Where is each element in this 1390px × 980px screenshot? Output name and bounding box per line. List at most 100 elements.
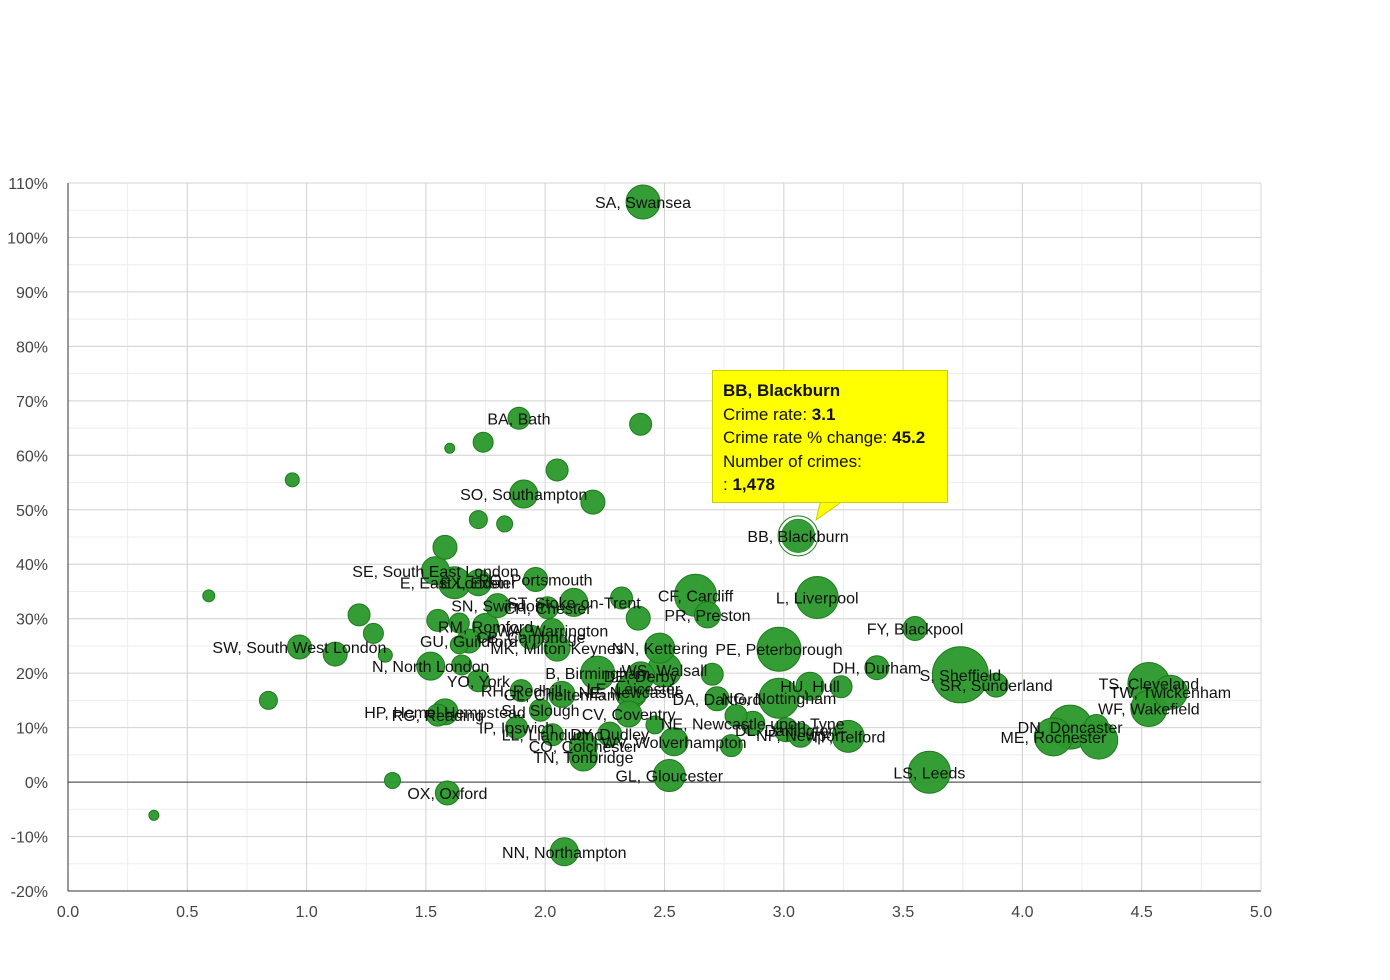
bubble [451,654,473,676]
bubble-label: E, East London [400,576,509,593]
bubble-label: DH, Durham [832,661,921,678]
bubble-label: TF, Telford [811,729,885,746]
bubble-label: WS, Walsall [622,663,708,680]
bubble [829,675,853,699]
bubble [322,641,348,667]
bubble [472,612,500,640]
bubble [434,780,460,806]
bubble [931,646,989,704]
tooltip-crimes-label: Number of crimes: [723,451,862,471]
bubble [444,442,456,454]
tooltip-rate-label: Crime rate: [723,404,812,424]
bubble [284,472,300,488]
bubble-label: TN, Tonbridge [533,750,633,767]
x-tick-label: 2.5 [653,904,675,921]
bubble-label: YO, York [447,674,511,691]
bubble-label: TS, Cleveland [1099,677,1200,694]
bubble-label: LL, Llandudno [502,728,604,745]
bubble [523,566,549,592]
tooltip-title: BB, Blackburn [723,381,841,400]
bubble [758,677,800,719]
bubble-label: DL, Darlington [735,723,837,740]
bubble [1152,674,1188,710]
x-tick-label: 1.5 [415,904,437,921]
bubble [258,690,278,710]
bubble-label: WA, Warrington [496,624,608,641]
bubble-label: DN, Doncaster [1018,720,1124,737]
bubble-label: LS, Leeds [893,765,965,782]
x-tick-label: 4.5 [1131,904,1153,921]
bubble-label: B, Birmingham [545,666,650,683]
bubble [468,510,488,530]
bubble-label: SE, South East London [352,564,518,581]
bubble [286,634,312,660]
bubble-label: SN, Swindon [451,599,544,616]
bubble-label: SL, Slough [501,703,579,720]
bubble-label: PO, Portsmouth [479,572,593,589]
highlight-outline [777,515,819,557]
bubble [629,412,653,436]
bubble [704,686,730,712]
bubble [795,575,839,619]
axes [67,183,1262,892]
bubble [362,622,384,644]
bubble [983,672,1009,698]
bubble [625,184,661,220]
bubble-label: NN, Kettering [612,641,708,658]
bubble-label: GL, Gloucester [615,769,723,786]
tooltip-change-value: 45.2 [892,428,926,447]
bubble [383,771,401,789]
bubble [449,635,469,655]
bubble [536,596,560,620]
bubble-label: RM, Romford [438,619,533,636]
bubble-label: ME, Rochester [1001,730,1107,747]
major-gridlines [67,182,1262,892]
y-tick-label: 80% [16,339,48,356]
bubble [377,647,393,663]
bubble [644,632,676,664]
y-tick-label: 10% [16,721,48,738]
bubble [464,569,492,597]
bubble [864,655,890,681]
y-tick-label: 40% [16,557,48,574]
bubble [347,603,371,627]
x-tick-label: 0.5 [176,904,198,921]
bubble-label: NN, Northampton [502,845,627,862]
bubble-label: CH, Chester [504,601,593,618]
bubble [549,837,579,867]
tooltip-change-label: Crime rate % change: [723,428,893,447]
bubble [580,489,606,515]
x-tick-label: 4.0 [1011,904,1033,921]
highlight-ring [779,516,818,555]
bubble [484,593,510,619]
x-tick-label: 0.0 [57,904,79,921]
bubble [472,431,494,453]
bubble-label: DY, Dudley [570,727,649,744]
tooltip-rate-value: 3.1 [811,404,836,424]
tooltip-pointer [815,502,842,522]
bubble [448,612,470,634]
bubble [505,716,529,740]
bubble [626,661,656,691]
y-tick-label: 90% [16,285,48,302]
bubble-label: CB, Cambridge [476,630,585,647]
bubble [831,719,865,753]
bubble [610,586,634,610]
bubble-label: HP, Hemel Hempstead [364,705,526,722]
bubble [509,479,539,509]
bubble [645,715,665,735]
bubble-label: HU, Hull [780,679,840,696]
bubble-label: CO, Colchester [529,739,639,756]
y-tick-label: 20% [16,666,48,683]
tooltip-crimes-value: 1,478 [732,475,775,494]
y-tick-label: 30% [16,612,48,629]
x-tick-label: 1.0 [295,904,317,921]
bubble [659,727,689,757]
bubble [693,601,721,629]
bubble-label: FY, Blackpool [867,621,964,638]
bubble [568,742,598,772]
bubble-label: BA, Bath [487,411,550,428]
bubble-label: NE, Newcastle upon Tyne [661,716,845,733]
bubble-label: EX, Exeter [440,576,517,593]
